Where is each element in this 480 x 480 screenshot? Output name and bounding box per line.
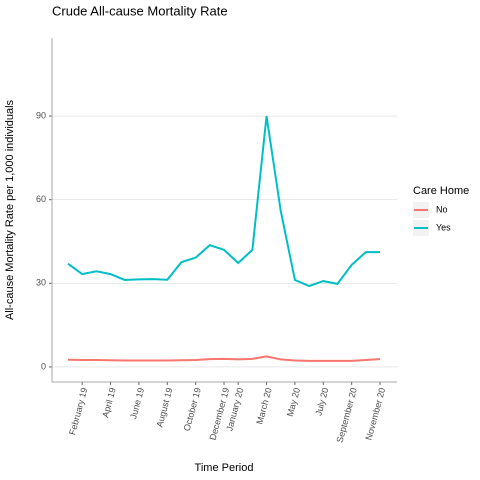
legend-label: Yes <box>436 222 451 232</box>
legend-title: Care Home <box>413 185 469 197</box>
x-tick-label: April 19 <box>100 387 118 419</box>
series-line <box>67 115 380 288</box>
x-axis-title: Time Period <box>195 462 254 474</box>
x-tick-label: May 20 <box>285 387 302 418</box>
x-tick-label: September 20 <box>335 387 359 444</box>
x-tick-label: August 19 <box>154 387 174 429</box>
y-axis-title: All-cause Mortality Rate per 1,000 indiv… <box>4 99 16 320</box>
y-tick-label: 60 <box>36 194 46 204</box>
x-tick-label: February 19 <box>67 387 89 436</box>
x-tick-label: October 19 <box>182 387 203 433</box>
y-tick-label: 30 <box>36 278 46 288</box>
x-tick-label: June 19 <box>128 387 146 421</box>
x-tick-label: July 20 <box>313 387 330 417</box>
series-line <box>67 355 381 362</box>
x-tick-label: November 20 <box>364 387 388 442</box>
x-tick-label: March 20 <box>254 387 273 426</box>
y-tick-label: 90 <box>36 110 46 120</box>
legend-label: No <box>436 204 448 214</box>
y-tick-label: 0 <box>41 361 46 371</box>
chart-title: Crude All-cause Mortality Rate <box>52 3 228 18</box>
